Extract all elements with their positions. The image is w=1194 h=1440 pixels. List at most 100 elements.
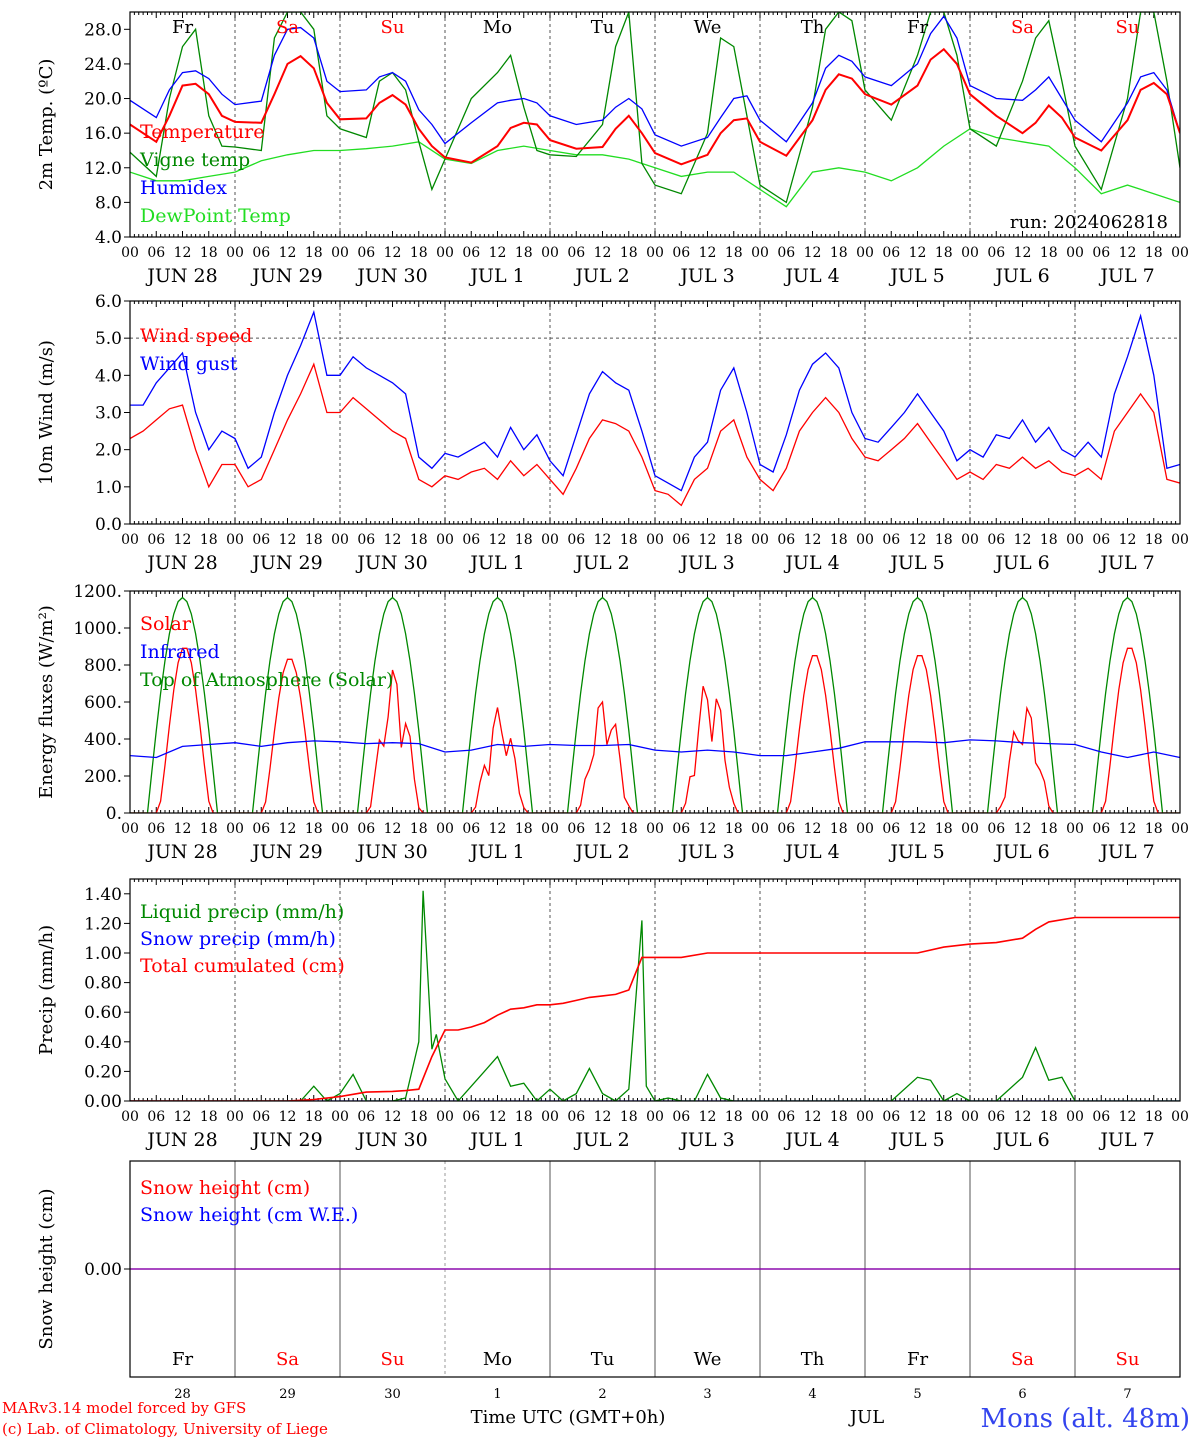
hour-tick-label: 00: [961, 532, 979, 548]
hour-tick-label: 06: [777, 245, 795, 261]
day-of-week-label: Sa: [276, 17, 299, 38]
date-label: JUL 2: [573, 552, 629, 574]
panel-wind: 0.0 1.0 2.0 3.0 4.0 5.0 6.0 10m Wind (m/s) Wind …: [36, 292, 1189, 574]
hour-tick-label: 06: [357, 245, 375, 261]
date-label: JUL 7: [1098, 841, 1154, 863]
day-of-month-label: 2: [598, 1387, 606, 1402]
hour-tick-label: 18: [1145, 821, 1163, 837]
y-tick-label: 0.40: [84, 1033, 122, 1053]
hour-tick-label: 00: [121, 821, 139, 837]
hour-tick-label: 18: [935, 1109, 953, 1125]
plot-frame: [129, 11, 1181, 238]
date-label: JUL 5: [888, 841, 944, 863]
y-tick-label: 4.0: [95, 228, 122, 248]
legend-entry: Temperature: [140, 121, 264, 143]
hour-tick-label: 06: [1092, 1109, 1110, 1125]
legend-entry: Snow height (cm W.E.): [140, 1204, 358, 1226]
hour-tick-label: 18: [200, 532, 218, 548]
date-label: JUN 29: [250, 841, 322, 863]
hour-tick-label: 00: [751, 1109, 769, 1125]
hour-tick-label: 00: [1066, 532, 1084, 548]
run-annotation: run: 2024062818: [1010, 212, 1168, 233]
series-line-top-of-atmosphere-solar: [130, 596, 1180, 813]
y-axis-label: 2m Temp. (ºC): [36, 59, 57, 191]
hour-tick-label: 00: [856, 821, 874, 837]
hour-tick-label: 06: [882, 245, 900, 261]
y-tick-label: 2.0: [95, 441, 122, 461]
y-axis-label: Energy fluxes (W/m²): [36, 605, 57, 799]
day-of-month-label: 5: [913, 1387, 921, 1402]
hour-tick-label: 18: [305, 532, 323, 548]
hour-tick-label: 12: [1014, 532, 1032, 548]
series-line-temperature: [130, 47, 1180, 166]
hour-tick-label: 12: [909, 245, 927, 261]
hour-tick-label: 06: [882, 821, 900, 837]
day-of-week-label: Th: [801, 1349, 825, 1370]
y-tick-label: 0.: [106, 804, 122, 824]
date-label: JUN 28: [145, 552, 217, 574]
date-label: JUN 30: [355, 841, 427, 863]
hour-tick-label: 12: [174, 245, 192, 261]
hour-tick-label: 18: [515, 821, 533, 837]
date-label: JUL 2: [573, 1129, 629, 1151]
hour-tick-label: 06: [567, 821, 585, 837]
panel-energy: 0. 200. 400. 600. 800. 1000. 1200. Energy fluxe…: [36, 582, 1189, 863]
hour-tick-label: 12: [699, 821, 717, 837]
hour-tick-label: 00: [1171, 532, 1189, 548]
month-label: JUL: [848, 1407, 884, 1428]
hour-tick-label: 12: [1014, 821, 1032, 837]
hour-tick-label: 00: [751, 821, 769, 837]
day-of-week-label: Th: [801, 17, 825, 38]
date-label: JUN 28: [145, 265, 217, 287]
hour-tick-label: 00: [856, 532, 874, 548]
hour-tick-label: 00: [541, 1109, 559, 1125]
hour-tick-label: 18: [305, 821, 323, 837]
hour-tick-label: 06: [987, 1109, 1005, 1125]
hour-tick-label: 00: [1171, 1109, 1189, 1125]
date-label: JUN 30: [355, 265, 427, 287]
plot-frame: [129, 1160, 1181, 1378]
hour-tick-label: 00: [751, 245, 769, 261]
footer: MARv3.14 model forced by GFS (c) Lab. of…: [2, 1399, 1190, 1438]
hour-tick-label: 00: [436, 821, 454, 837]
hour-tick-label: 00: [1066, 821, 1084, 837]
hour-tick-label: 00: [646, 1109, 664, 1125]
hour-tick-label: 00: [541, 821, 559, 837]
y-tick-label: 1.20: [84, 914, 122, 934]
series-line-total-cumulated-cm: [130, 916, 1180, 1101]
hour-tick-label: 00: [1066, 245, 1084, 261]
date-label: JUN 30: [355, 1129, 427, 1151]
date-label: JUL 5: [888, 1129, 944, 1151]
y-tick-label: 0.00: [84, 1092, 122, 1112]
legend-entry: Snow height (cm): [140, 1177, 310, 1199]
day-of-month-label: 1: [493, 1387, 501, 1402]
hour-tick-label: 00: [226, 245, 244, 261]
hour-tick-label: 18: [305, 245, 323, 261]
hour-tick-label: 06: [357, 1109, 375, 1125]
y-tick-label: 200.: [84, 767, 122, 787]
hour-tick-label: 18: [830, 245, 848, 261]
hour-tick-label: 06: [777, 1109, 795, 1125]
date-label: JUN 28: [145, 1129, 217, 1151]
y-tick-label: 4.0: [95, 366, 122, 386]
y-tick-label: 0.20: [84, 1062, 122, 1082]
hour-tick-label: 12: [1119, 532, 1137, 548]
day-of-month-label: 30: [384, 1387, 401, 1402]
series-line-wind-speed: [130, 362, 1180, 507]
y-tick-label: 5.0: [95, 329, 122, 349]
hour-tick-label: 06: [1092, 532, 1110, 548]
hour-tick-label: 12: [489, 245, 507, 261]
day-of-week-label: Mo: [483, 17, 512, 38]
hour-tick-label: 18: [200, 821, 218, 837]
legend-entry: Total cumulated (cm): [140, 955, 345, 977]
series-line-dewpoint-temp: [130, 128, 1180, 208]
hour-tick-label: 18: [1040, 532, 1058, 548]
hour-tick-label: 06: [462, 532, 480, 548]
legend-entry: DewPoint Temp: [140, 205, 291, 227]
hour-tick-label: 06: [987, 245, 1005, 261]
date-label: JUL 5: [888, 265, 944, 287]
hour-tick-label: 18: [725, 1109, 743, 1125]
hour-tick-label: 18: [830, 1109, 848, 1125]
hour-tick-label: 12: [489, 821, 507, 837]
